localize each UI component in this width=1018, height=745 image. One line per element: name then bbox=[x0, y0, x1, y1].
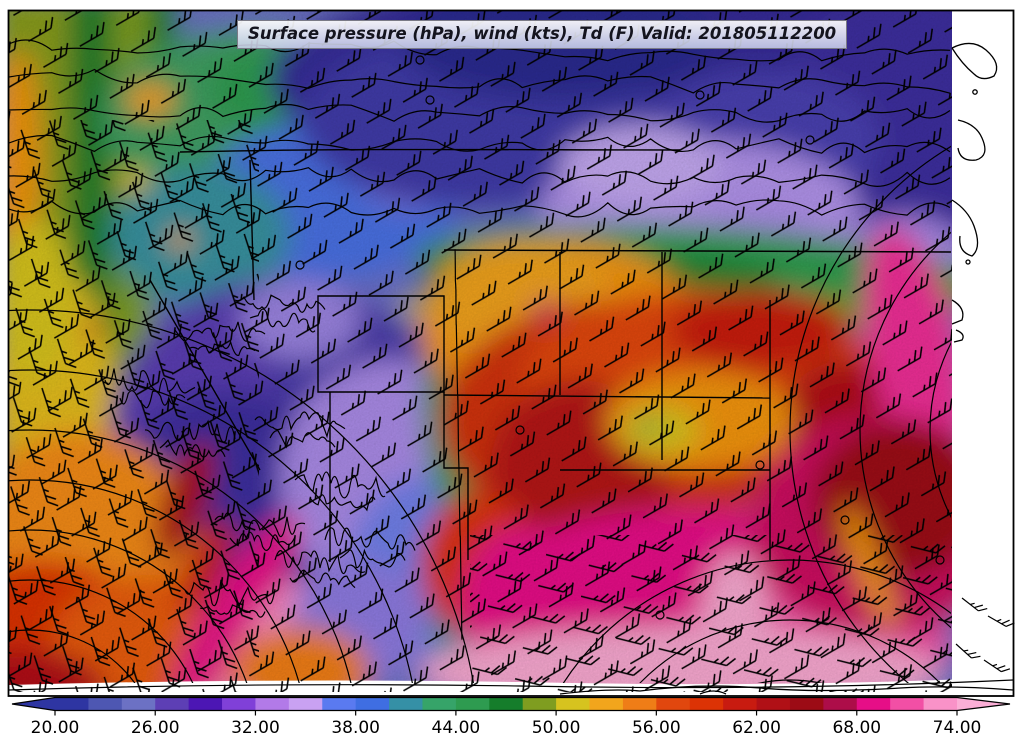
colorbar-segment bbox=[856, 697, 891, 711]
colorbar-segment bbox=[355, 697, 390, 711]
colorbar-tick-label: 50.00 bbox=[532, 718, 581, 738]
colorbar-tick-label: 44.00 bbox=[432, 718, 481, 738]
domain-boundary-line bbox=[8, 679, 1014, 691]
colorbar-tick-label: 20.00 bbox=[31, 718, 80, 738]
colorbar-segment bbox=[121, 697, 156, 711]
colorbar-segment bbox=[489, 697, 524, 711]
colorbar-segment bbox=[222, 697, 257, 711]
colorbar-tick-label: 32.00 bbox=[231, 718, 280, 738]
colorbar-tick-label: 38.00 bbox=[331, 718, 380, 738]
colorbar-segment bbox=[823, 697, 858, 711]
colorbar-segment bbox=[556, 697, 591, 711]
colorbar-segment bbox=[322, 697, 357, 711]
colorbar-tick-label: 26.00 bbox=[131, 718, 180, 738]
colorbar-segment bbox=[756, 697, 791, 711]
colorbar-segment bbox=[288, 697, 323, 711]
colorbar-segment bbox=[789, 697, 824, 711]
colorbar-segment bbox=[923, 697, 958, 711]
colorbar-segment bbox=[522, 697, 557, 711]
map-title: Surface pressure (hPa), wind (kts), Td (… bbox=[237, 20, 848, 49]
colorbar-segment bbox=[589, 697, 624, 711]
coastline-layer bbox=[559, 42, 1014, 695]
colorbar-tick-label: 74.00 bbox=[933, 718, 982, 738]
plot-frame bbox=[7, 9, 1015, 697]
colorbar-segment bbox=[188, 697, 223, 711]
colorbar: 20.00 26.00 32.00 38.00 44.00 50.00 56.00 62.00… bbox=[11, 696, 1011, 738]
colorbar-tick-label: 62.00 bbox=[732, 718, 781, 738]
colorbar-segment bbox=[689, 697, 724, 711]
colorbar-segment bbox=[55, 697, 90, 711]
colorbar-segment bbox=[890, 697, 925, 711]
colorbar-over-arrow bbox=[957, 697, 1010, 711]
colorbar-segment bbox=[723, 697, 758, 711]
colorbar-segment bbox=[656, 697, 691, 711]
colorbar-under-arrow bbox=[12, 697, 55, 711]
colorbar-segment bbox=[255, 697, 290, 711]
colorbar-segment bbox=[389, 697, 424, 711]
colorbar-segment bbox=[422, 697, 457, 711]
colorbar-segment bbox=[622, 697, 657, 711]
colorbar-segment bbox=[455, 697, 490, 711]
wind-barbs-layer bbox=[9, 11, 952, 692]
colorbar-tick-label: 68.00 bbox=[832, 718, 881, 738]
colorbar-segment bbox=[155, 697, 190, 711]
colorbar-segment bbox=[88, 697, 123, 711]
colorbar-tick-label: 56.00 bbox=[632, 718, 681, 738]
